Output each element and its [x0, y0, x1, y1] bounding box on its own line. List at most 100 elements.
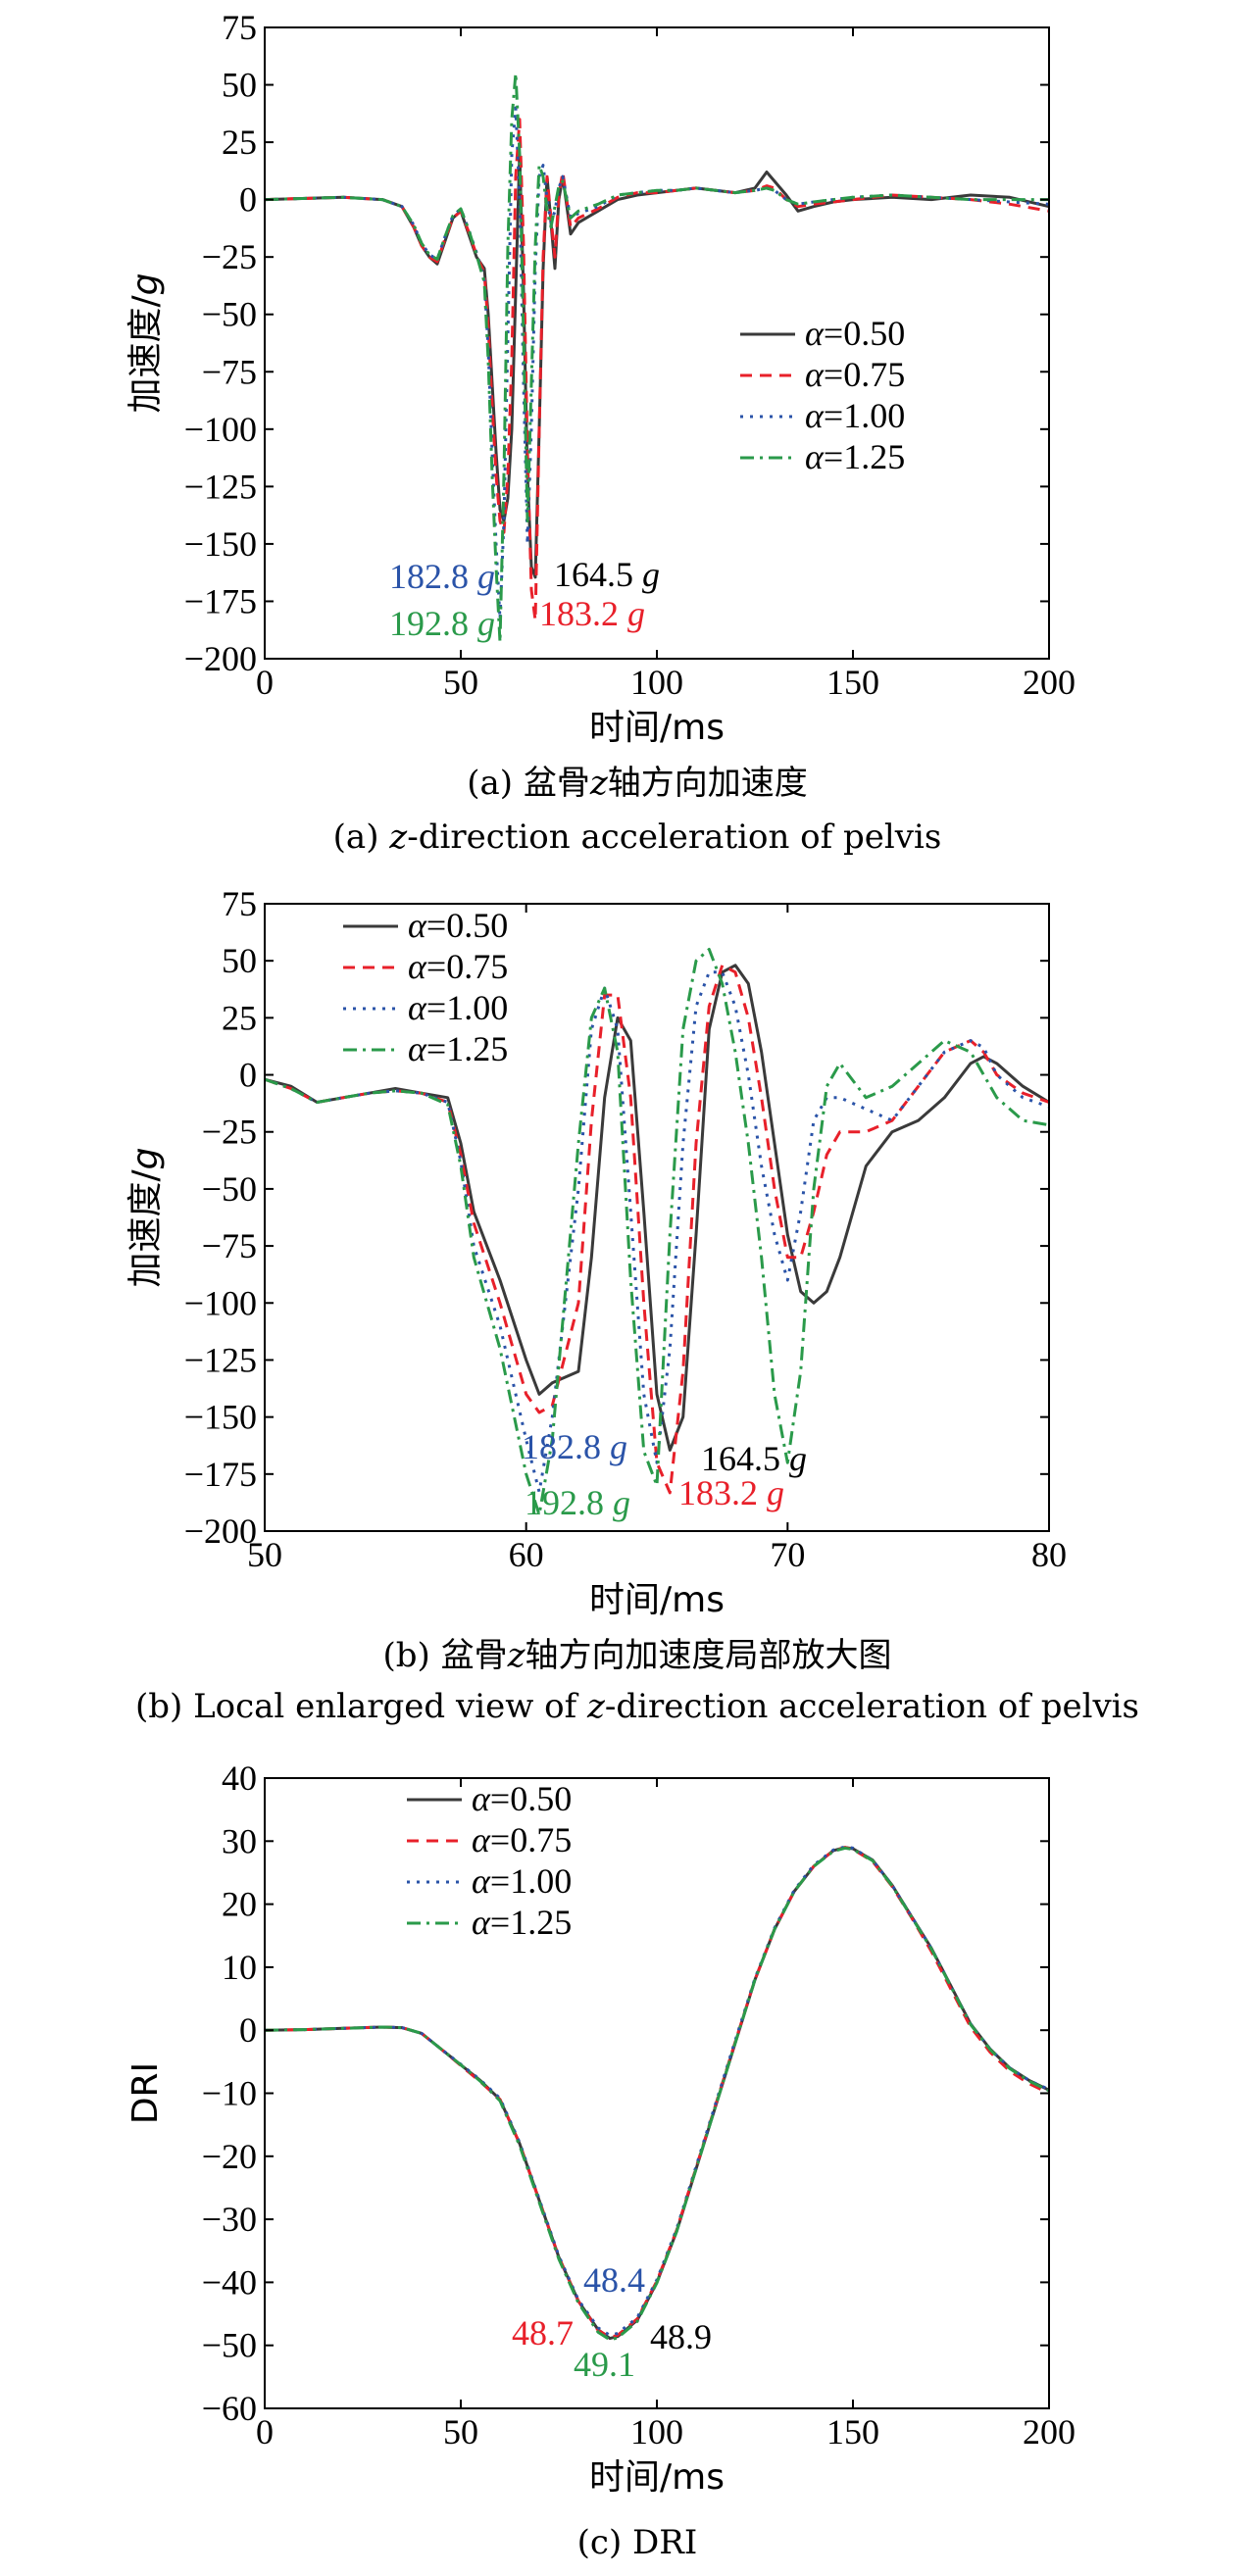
- y-tick-label: −50: [202, 2326, 257, 2365]
- legend-label: α=1.25: [408, 1029, 508, 1068]
- y-tick-label: 75: [222, 8, 257, 47]
- data-annotation: 183.2 g: [539, 594, 645, 633]
- series-line-2: [265, 118, 1049, 622]
- y-tick-label: −125: [184, 1340, 257, 1379]
- legend-label: α=1.25: [805, 437, 905, 476]
- y-axis-label: DRI: [125, 2062, 166, 2124]
- x-axis-label: 时间/ms: [589, 1580, 725, 1620]
- x-axis-label: 时间/ms: [589, 708, 725, 748]
- caption-cn: (b) 盆骨z轴方向加速度局部放大图: [382, 1636, 891, 1675]
- y-tick-label: −125: [184, 467, 257, 506]
- x-tick-label: 0: [256, 2412, 274, 2452]
- caption-en: (a) z-direction acceleration of pelvis: [333, 817, 942, 857]
- series-line-4: [265, 948, 1049, 1516]
- y-tick-label: −75: [202, 1226, 257, 1265]
- plot-frame: [264, 903, 1050, 1532]
- legend-label: α=0.75: [472, 1820, 572, 1859]
- plot-frame: [264, 1777, 1050, 2409]
- y-tick-label: −175: [184, 581, 257, 620]
- y-tick-label: 25: [222, 998, 257, 1037]
- data-annotation: 182.8 g: [389, 557, 495, 596]
- legend-label: α=0.50: [472, 1779, 572, 1818]
- x-axis-label: 时间/ms: [589, 2457, 725, 2498]
- series-line-1: [265, 964, 1049, 1452]
- data-annotation: 182.8 g: [522, 1427, 627, 1466]
- y-axis-label: 加速度/g: [125, 1148, 166, 1288]
- y-tick-label: 25: [222, 123, 257, 162]
- y-tick-label: 40: [222, 1759, 257, 1798]
- x-tick-label: 200: [1023, 2412, 1076, 2452]
- y-tick-label: −100: [184, 1283, 257, 1322]
- series-line-4: [265, 1846, 1049, 2342]
- y-tick-label: 75: [222, 884, 257, 923]
- data-annotation: 48.9: [650, 2317, 712, 2356]
- data-annotation: 192.8 g: [389, 604, 495, 643]
- series-line-4: [265, 72, 1049, 644]
- legend: α=0.50α=0.75α=1.00α=1.25: [343, 906, 508, 1068]
- series-line-1: [265, 152, 1049, 579]
- x-tick-label: 100: [630, 663, 683, 702]
- y-tick-label: −150: [184, 1398, 257, 1437]
- y-tick-label: −200: [184, 639, 257, 678]
- x-tick-label: 200: [1023, 663, 1076, 702]
- y-tick-label: 0: [239, 180, 257, 220]
- chart-panel-3: 0 50 100 150 200403020100−10−20−30−40−50−60时…: [125, 1759, 1076, 2562]
- chart-panel-1: 0 50 100 150 200 75 50 25 0 −25 −50 −75 −100 −125 −150…: [125, 8, 1076, 857]
- legend-label: α=1.00: [472, 1861, 572, 1901]
- y-tick-label: −20: [202, 2137, 257, 2176]
- data-annotation: 164.5 g: [701, 1439, 807, 1478]
- legend-label: α=0.50: [408, 906, 508, 945]
- series-line-2: [265, 1846, 1049, 2339]
- y-tick-label: −30: [202, 2200, 257, 2239]
- legend-label: α=1.00: [805, 396, 905, 435]
- chart-panel-2: 50 60 70 80 75 50 25 0 −25 −50 −75 −100 −125 −150 −175…: [125, 884, 1139, 1726]
- data-annotation: 192.8 g: [525, 1483, 630, 1522]
- y-tick-label: 20: [222, 1885, 257, 1924]
- y-axis-label: 加速度/g: [125, 273, 166, 414]
- series-line-3: [265, 106, 1049, 621]
- legend-label: α=1.25: [472, 1903, 572, 1942]
- y-tick-label: 10: [222, 1948, 257, 1987]
- y-tick-label: 30: [222, 1821, 257, 1860]
- x-tick-label: 0: [256, 663, 274, 702]
- y-tick-label: 0: [239, 2010, 257, 2050]
- legend-label: α=1.00: [408, 988, 508, 1027]
- y-tick-label: −25: [202, 1113, 257, 1152]
- x-tick-label: 100: [630, 2412, 683, 2452]
- y-tick-label: −150: [184, 524, 257, 564]
- series-line-2: [265, 964, 1049, 1495]
- y-tick-label: −50: [202, 1169, 257, 1209]
- y-tick-label: −100: [184, 410, 257, 449]
- legend: α=0.50α=0.75α=1.00α=1.25: [740, 314, 905, 476]
- data-annotation: 48.7: [512, 2313, 574, 2353]
- legend-label: α=0.75: [805, 355, 905, 394]
- series-line-3: [265, 1845, 1049, 2337]
- y-tick-label: 50: [222, 941, 257, 980]
- x-tick-label: 50: [443, 663, 478, 702]
- x-tick-label: 70: [770, 1535, 805, 1574]
- legend: α=0.50α=0.75α=1.00α=1.25: [407, 1779, 572, 1942]
- y-tick-label: 0: [239, 1056, 257, 1095]
- x-tick-label: 60: [509, 1535, 544, 1574]
- y-tick-label: −200: [184, 1511, 257, 1551]
- x-tick-label: 80: [1031, 1535, 1067, 1574]
- legend-label: α=0.50: [805, 314, 905, 353]
- caption-en: (b) Local enlarged view of z-direction a…: [135, 1687, 1139, 1726]
- x-tick-label: 150: [826, 2412, 879, 2452]
- caption-cn: (a) 盆骨z轴方向加速度: [467, 764, 808, 803]
- y-tick-label: −25: [202, 237, 257, 276]
- y-tick-label: 50: [222, 66, 257, 105]
- series-line-1: [265, 1846, 1049, 2341]
- y-tick-label: −75: [202, 352, 257, 391]
- y-tick-label: −50: [202, 295, 257, 334]
- data-annotation: 164.5 g: [554, 555, 660, 594]
- caption-cn: (c) DRI: [577, 2523, 698, 2562]
- x-tick-label: 50: [247, 1535, 282, 1574]
- series-line-3: [265, 970, 1049, 1494]
- x-tick-label: 150: [826, 663, 879, 702]
- y-tick-label: −175: [184, 1455, 257, 1494]
- data-annotation: 48.4: [583, 2260, 645, 2300]
- y-tick-label: −60: [202, 2389, 257, 2428]
- data-annotation: 183.2 g: [678, 1473, 784, 1512]
